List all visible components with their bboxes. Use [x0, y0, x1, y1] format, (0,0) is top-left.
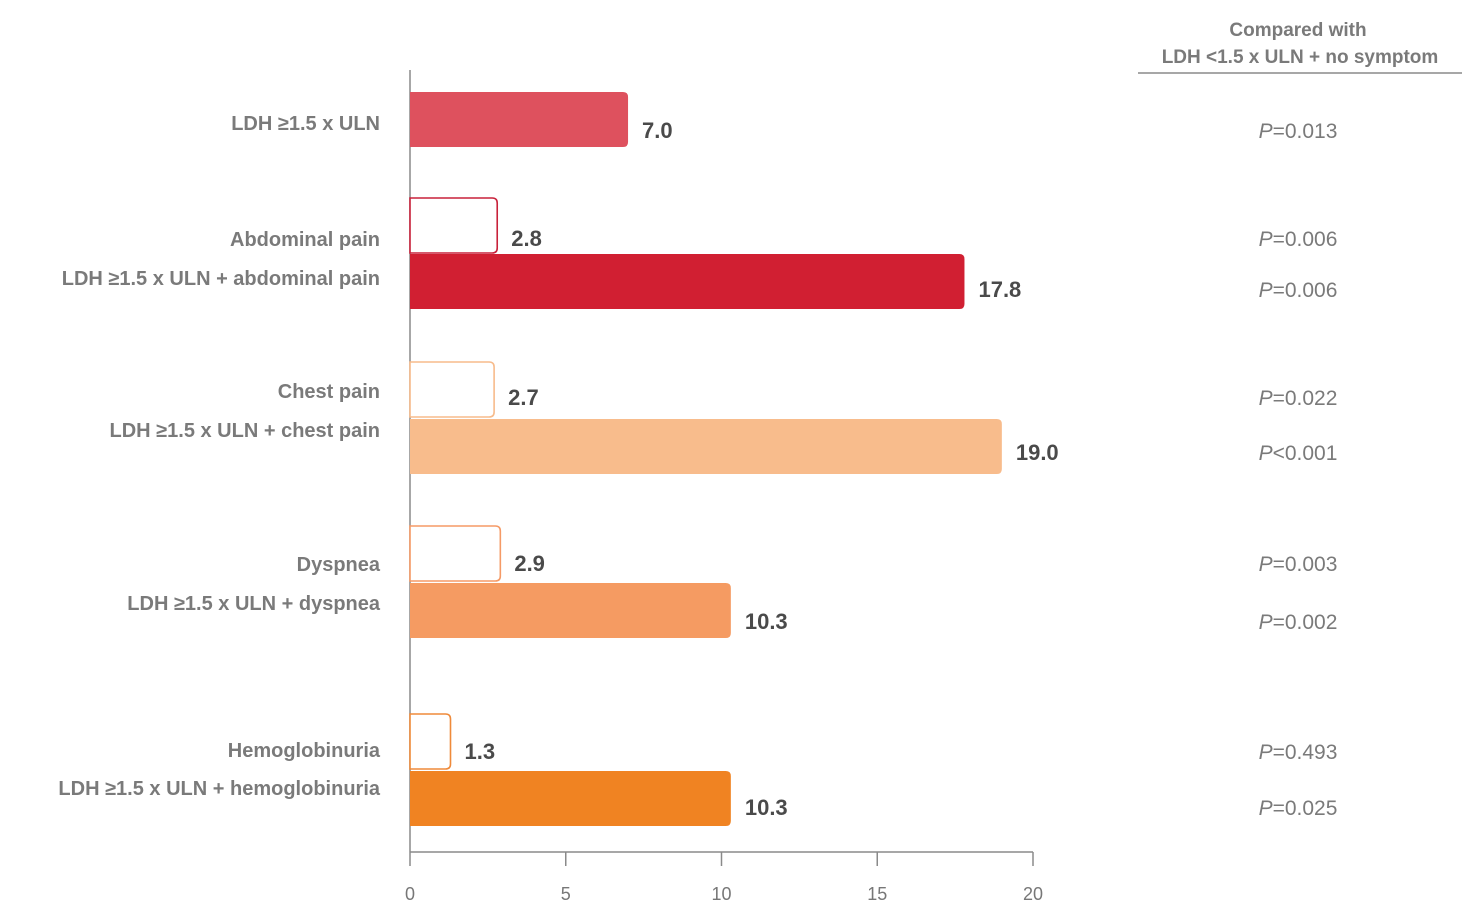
bar: [410, 419, 1002, 474]
x-tick-label: 10: [711, 884, 731, 904]
category-label: LDH ≥1.5 x ULN + chest pain: [110, 420, 381, 442]
category-label: Chest pain: [278, 381, 380, 403]
column-header-line1: Compared with: [1229, 20, 1366, 41]
category-label: Abdominal pain: [230, 229, 380, 251]
bar-value-label: 7.0: [642, 118, 673, 143]
bar-value-label: 2.8: [511, 226, 542, 251]
p-value-label: P=0.022: [1259, 387, 1338, 410]
p-value-label: P=0.003: [1259, 553, 1338, 576]
category-label: LDH ≥1.5 x ULN + dyspnea: [127, 593, 381, 615]
bar-value-label: 17.8: [978, 277, 1021, 302]
column-header: Compared with LDH <1.5 x ULN + no sympto…: [1138, 20, 1462, 74]
column-header-line2: LDH <1.5 x ULN + no symptom: [1162, 47, 1439, 68]
labels: 7.0 LDH ≥1.5 x ULN P=0.013 2.8 Abdominal pai…: [58, 113, 1337, 820]
bar: [410, 583, 731, 638]
bars: [409, 92, 1002, 826]
p-value-label: P=0.006: [1259, 279, 1338, 302]
bar: [410, 771, 731, 826]
bar-value-label: 10.3: [745, 795, 788, 820]
p-value-label: P=0.013: [1259, 120, 1338, 143]
bar-value-label: 10.3: [745, 609, 788, 634]
x-tick-label: 5: [561, 884, 571, 904]
category-label: LDH ≥1.5 x ULN: [231, 113, 380, 135]
bar: [409, 713, 452, 770]
bar: [409, 361, 495, 418]
category-label: Dyspnea: [297, 554, 381, 576]
x-tick-label: 0: [405, 884, 415, 904]
category-label: LDH ≥1.5 x ULN + hemoglobinuria: [58, 778, 380, 800]
p-value-label: P=0.493: [1259, 741, 1338, 764]
bar: [409, 197, 499, 254]
bar-value-label: 19.0: [1016, 440, 1059, 465]
p-value-label: P<0.001: [1259, 442, 1338, 465]
p-value-label: P=0.006: [1259, 228, 1338, 251]
bar-value-label: 1.3: [464, 739, 495, 764]
category-label: LDH ≥1.5 x ULN + abdominal pain: [62, 268, 380, 290]
bar: [410, 92, 629, 147]
x-tick-label: 20: [1023, 884, 1043, 904]
category-label: Hemoglobinuria: [228, 740, 381, 762]
p-value-label: P=0.002: [1259, 611, 1338, 634]
bar: [409, 525, 502, 582]
bar-value-label: 2.9: [514, 551, 545, 576]
x-tick-label: 15: [867, 884, 887, 904]
p-value-label: P=0.025: [1259, 797, 1338, 820]
bar: [410, 254, 965, 309]
bar-value-label: 2.7: [508, 385, 539, 410]
